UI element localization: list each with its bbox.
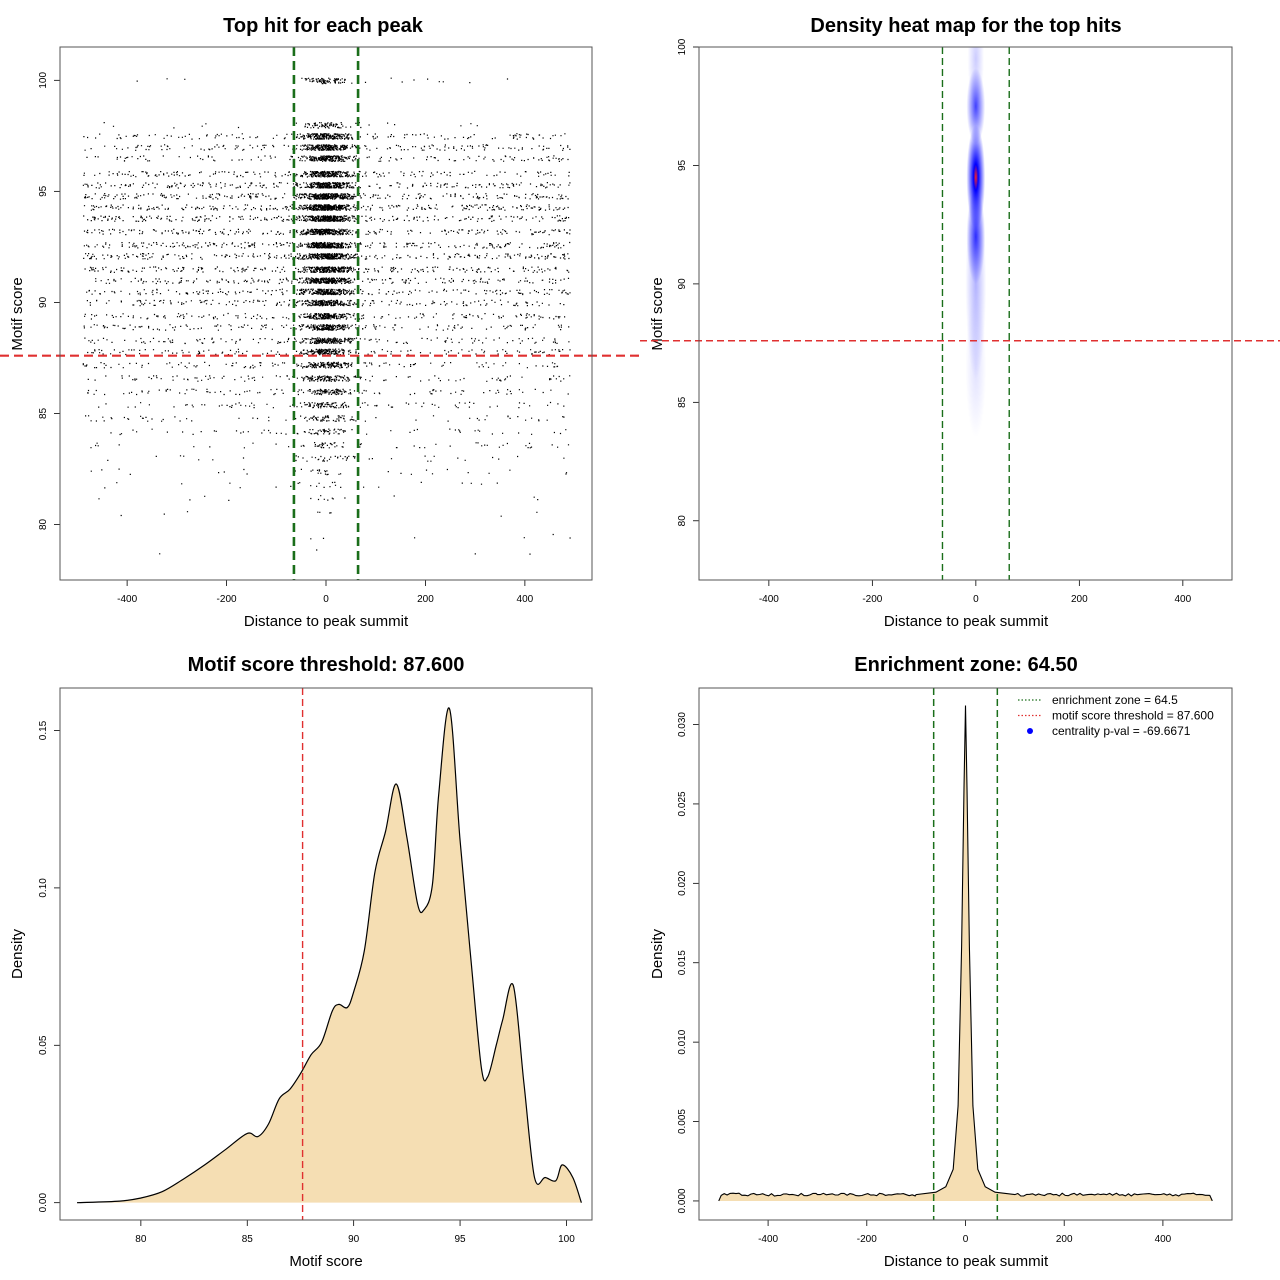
score-density-frame <box>59 687 593 1221</box>
heatmap-ytick-label: 100 <box>677 38 688 55</box>
distance-density-xtick-label: 0 <box>963 1234 969 1245</box>
scatter-ytick-label: 85 <box>38 407 49 419</box>
score-density-ytick-label: 0.15 <box>38 720 49 740</box>
heatmap-xtick-label: -400 <box>759 594 779 605</box>
scatter-xlabel: Distance to peak summit <box>244 613 409 630</box>
distance-density-ytick-label: 0.005 <box>677 1109 688 1134</box>
distance-density-area <box>718 705 1213 1201</box>
scatter-ylabel: Motif score <box>9 277 26 350</box>
score-density-area <box>77 707 582 1203</box>
heatmap-ytick-label: 90 <box>677 278 688 290</box>
distance-density-ytick-label: 0.030 <box>677 712 688 737</box>
distance-density-ytick-label: 0.000 <box>677 1188 688 1213</box>
heatmap-cells <box>965 47 987 438</box>
scatter-title: Top hit for each peak <box>223 15 424 37</box>
heatmap-ytick-label: 85 <box>677 396 688 408</box>
legend-entry: motif score threshold = 87.600 <box>1052 709 1214 723</box>
distance-density-ytick-label: 0.010 <box>677 1029 688 1054</box>
heatmap-ytick-label: 95 <box>677 159 688 171</box>
heatmap-hotspot <box>965 295 987 438</box>
score-density-ylabel: Density <box>9 928 26 979</box>
distance-density-xlabel: Distance to peak summit <box>884 1253 1049 1270</box>
heatmap-frame <box>698 46 1233 581</box>
distance-density-panel: Enrichment zone: 64.50 Distance to peak … <box>649 654 1233 1270</box>
distance-density-ytick-label: 0.020 <box>677 870 688 895</box>
score-density-xtick-label: 95 <box>455 1234 467 1245</box>
scatter-xtick-label: 200 <box>417 594 434 605</box>
heatmap-xlabel: Distance to peak summit <box>884 613 1049 630</box>
heatmap-xtick-label: 0 <box>973 594 979 605</box>
score-density-xlabel: Motif score <box>289 1253 362 1270</box>
legend-entry: enrichment zone = 64.5 <box>1052 693 1178 707</box>
score-density-xtick-label: 85 <box>242 1234 254 1245</box>
score-density-curve <box>76 707 582 1204</box>
scatter-ytick-label: 100 <box>38 72 49 89</box>
distance-density-xtick-label: 200 <box>1056 1234 1073 1245</box>
distance-density-ylabel: Density <box>649 928 666 979</box>
heatmap-panel: Density heat map for the top hits Distan… <box>640 15 1280 630</box>
heatmap-xtick-label: 200 <box>1071 594 1088 605</box>
score-density-xtick-label: 100 <box>558 1234 575 1245</box>
score-density-ytick-label: 0.05 <box>38 1035 49 1055</box>
scatter-xtick-label: -400 <box>117 594 137 605</box>
legend-swatch <box>1027 728 1033 734</box>
heatmap-ytick-label: 80 <box>677 515 688 527</box>
scatter-point-cloud <box>82 77 571 555</box>
score-density-title: Motif score threshold: 87.600 <box>188 654 465 676</box>
distance-density-frame <box>698 687 1233 1221</box>
score-density-xtick-label: 90 <box>348 1234 360 1245</box>
scatter-ytick-label: 90 <box>38 296 49 308</box>
heatmap-xtick-label: -200 <box>862 594 882 605</box>
score-density-ytick-label: 0.10 <box>38 878 49 898</box>
distance-density-title: Enrichment zone: 64.50 <box>854 654 1077 676</box>
scatter-ytick-label: 95 <box>38 185 49 197</box>
score-density-xtick-label: 80 <box>135 1234 147 1245</box>
legend-entry: centrality p-val = -69.6671 <box>1052 724 1191 738</box>
heatmap-title: Density heat map for the top hits <box>810 15 1121 37</box>
scatter-panel: Top hit for each peak Distance to peak s… <box>0 15 640 630</box>
distance-density-ytick-label: 0.015 <box>677 950 688 975</box>
scatter-xtick-label: 0 <box>323 594 329 605</box>
heatmap-ylabel: Motif score <box>649 277 666 350</box>
scatter-ytick-label: 80 <box>38 518 49 530</box>
scatter-frame <box>59 46 593 581</box>
distance-density-xtick-label: -400 <box>758 1234 778 1245</box>
score-density-panel: Motif score threshold: 87.600 Motif scor… <box>9 654 593 1270</box>
score-density-ytick-label: 0.00 <box>38 1193 49 1213</box>
distance-density-xtick-label: 400 <box>1155 1234 1172 1245</box>
heatmap-hotspot <box>967 47 985 107</box>
scatter-points <box>82 77 571 555</box>
distance-density-curve <box>718 705 1213 1202</box>
distance-density-ytick-label: 0.025 <box>677 791 688 816</box>
distance-density-xtick-label: -200 <box>857 1234 877 1245</box>
scatter-xtick-label: 400 <box>517 594 534 605</box>
scatter-xtick-label: -200 <box>217 594 237 605</box>
heatmap-xtick-label: 400 <box>1174 594 1191 605</box>
